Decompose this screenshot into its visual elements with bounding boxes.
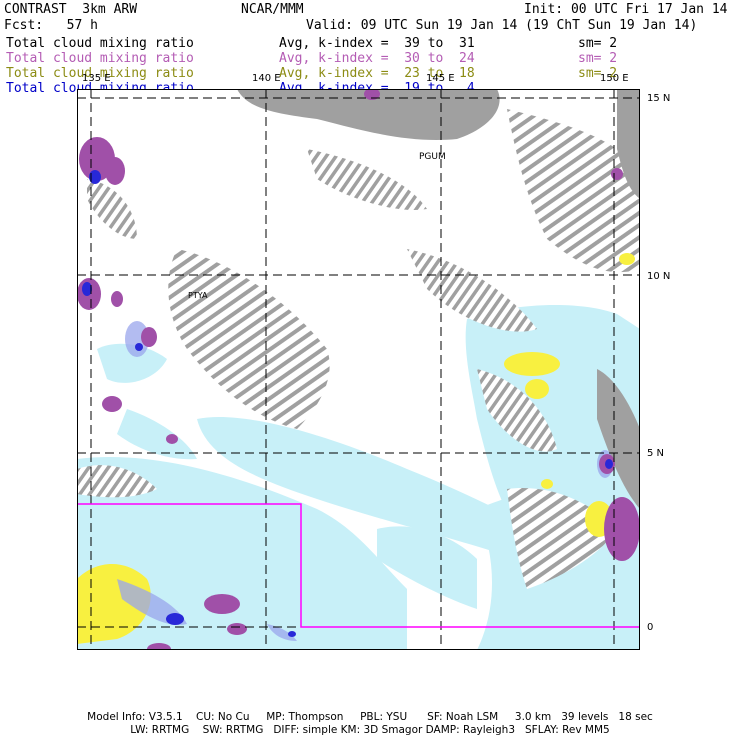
lon-label: 140 E (252, 73, 281, 84)
legend-smooth: sm= 2 (578, 51, 618, 66)
init-time: Init: 00 UTC Fri 17 Jan 14 (524, 2, 728, 17)
legend-smooth: sm= 2 (578, 36, 618, 51)
legend-field: Total cloud mixing ratio (6, 51, 194, 66)
blue-cloud-core (82, 170, 613, 637)
gray-cloud-field (77, 89, 640, 589)
legend-range: Avg, k-index = 23 to 18 (279, 66, 475, 81)
lon-label: 145 E (426, 73, 455, 84)
bluish-cloud-field (117, 321, 613, 641)
station-label: PTYA (188, 291, 208, 300)
legend-smooth: sm= 2 (578, 66, 618, 81)
lightblue-cloud-field (77, 304, 640, 650)
lat-label: 10 N (647, 271, 671, 282)
forecast-hour: Fcst: 57 h (4, 18, 98, 33)
center-label: NCAR/MMM (241, 2, 304, 17)
map-frame (77, 89, 640, 650)
physics-info-line: LW: RRTMG SW: RRTMG DIFF: simple KM: 3D … (130, 724, 610, 736)
lon-label: 135 E (82, 73, 111, 84)
legend-row: Total cloud mixing ratio Avg, k-index = … (0, 66, 740, 81)
legend-row: Total cloud mixing ratio Avg, k-index = … (0, 36, 740, 51)
map-panel: PGUM PTYA (77, 89, 640, 650)
purple-cloud-field (77, 89, 640, 650)
legend-field: Total cloud mixing ratio (6, 66, 194, 81)
map-canvas (77, 89, 640, 650)
lat-label: 0 (647, 622, 654, 633)
station-label: PGUM (419, 152, 446, 162)
legend-row: Total cloud mixing ratio Avg, k-index = … (0, 51, 740, 66)
legend-range: Avg, k-index = 39 to 31 (279, 36, 475, 51)
legend-field: Total cloud mixing ratio (6, 36, 194, 51)
valid-time: Valid: 09 UTC Sun 19 Jan 14 (19 ChT Sun … (306, 18, 698, 33)
model-info-line: Model Info: V3.5.1 CU: No Cu MP: Thompso… (87, 711, 653, 723)
lat-label: 5 N (647, 448, 665, 459)
legend-range: Avg, k-index = 30 to 24 (279, 51, 475, 66)
lat-label: 15 N (647, 93, 671, 104)
model-title: CONTRAST 3km ARW (4, 2, 138, 17)
domain-box (77, 503, 640, 628)
lon-label: 150 E (600, 73, 629, 84)
